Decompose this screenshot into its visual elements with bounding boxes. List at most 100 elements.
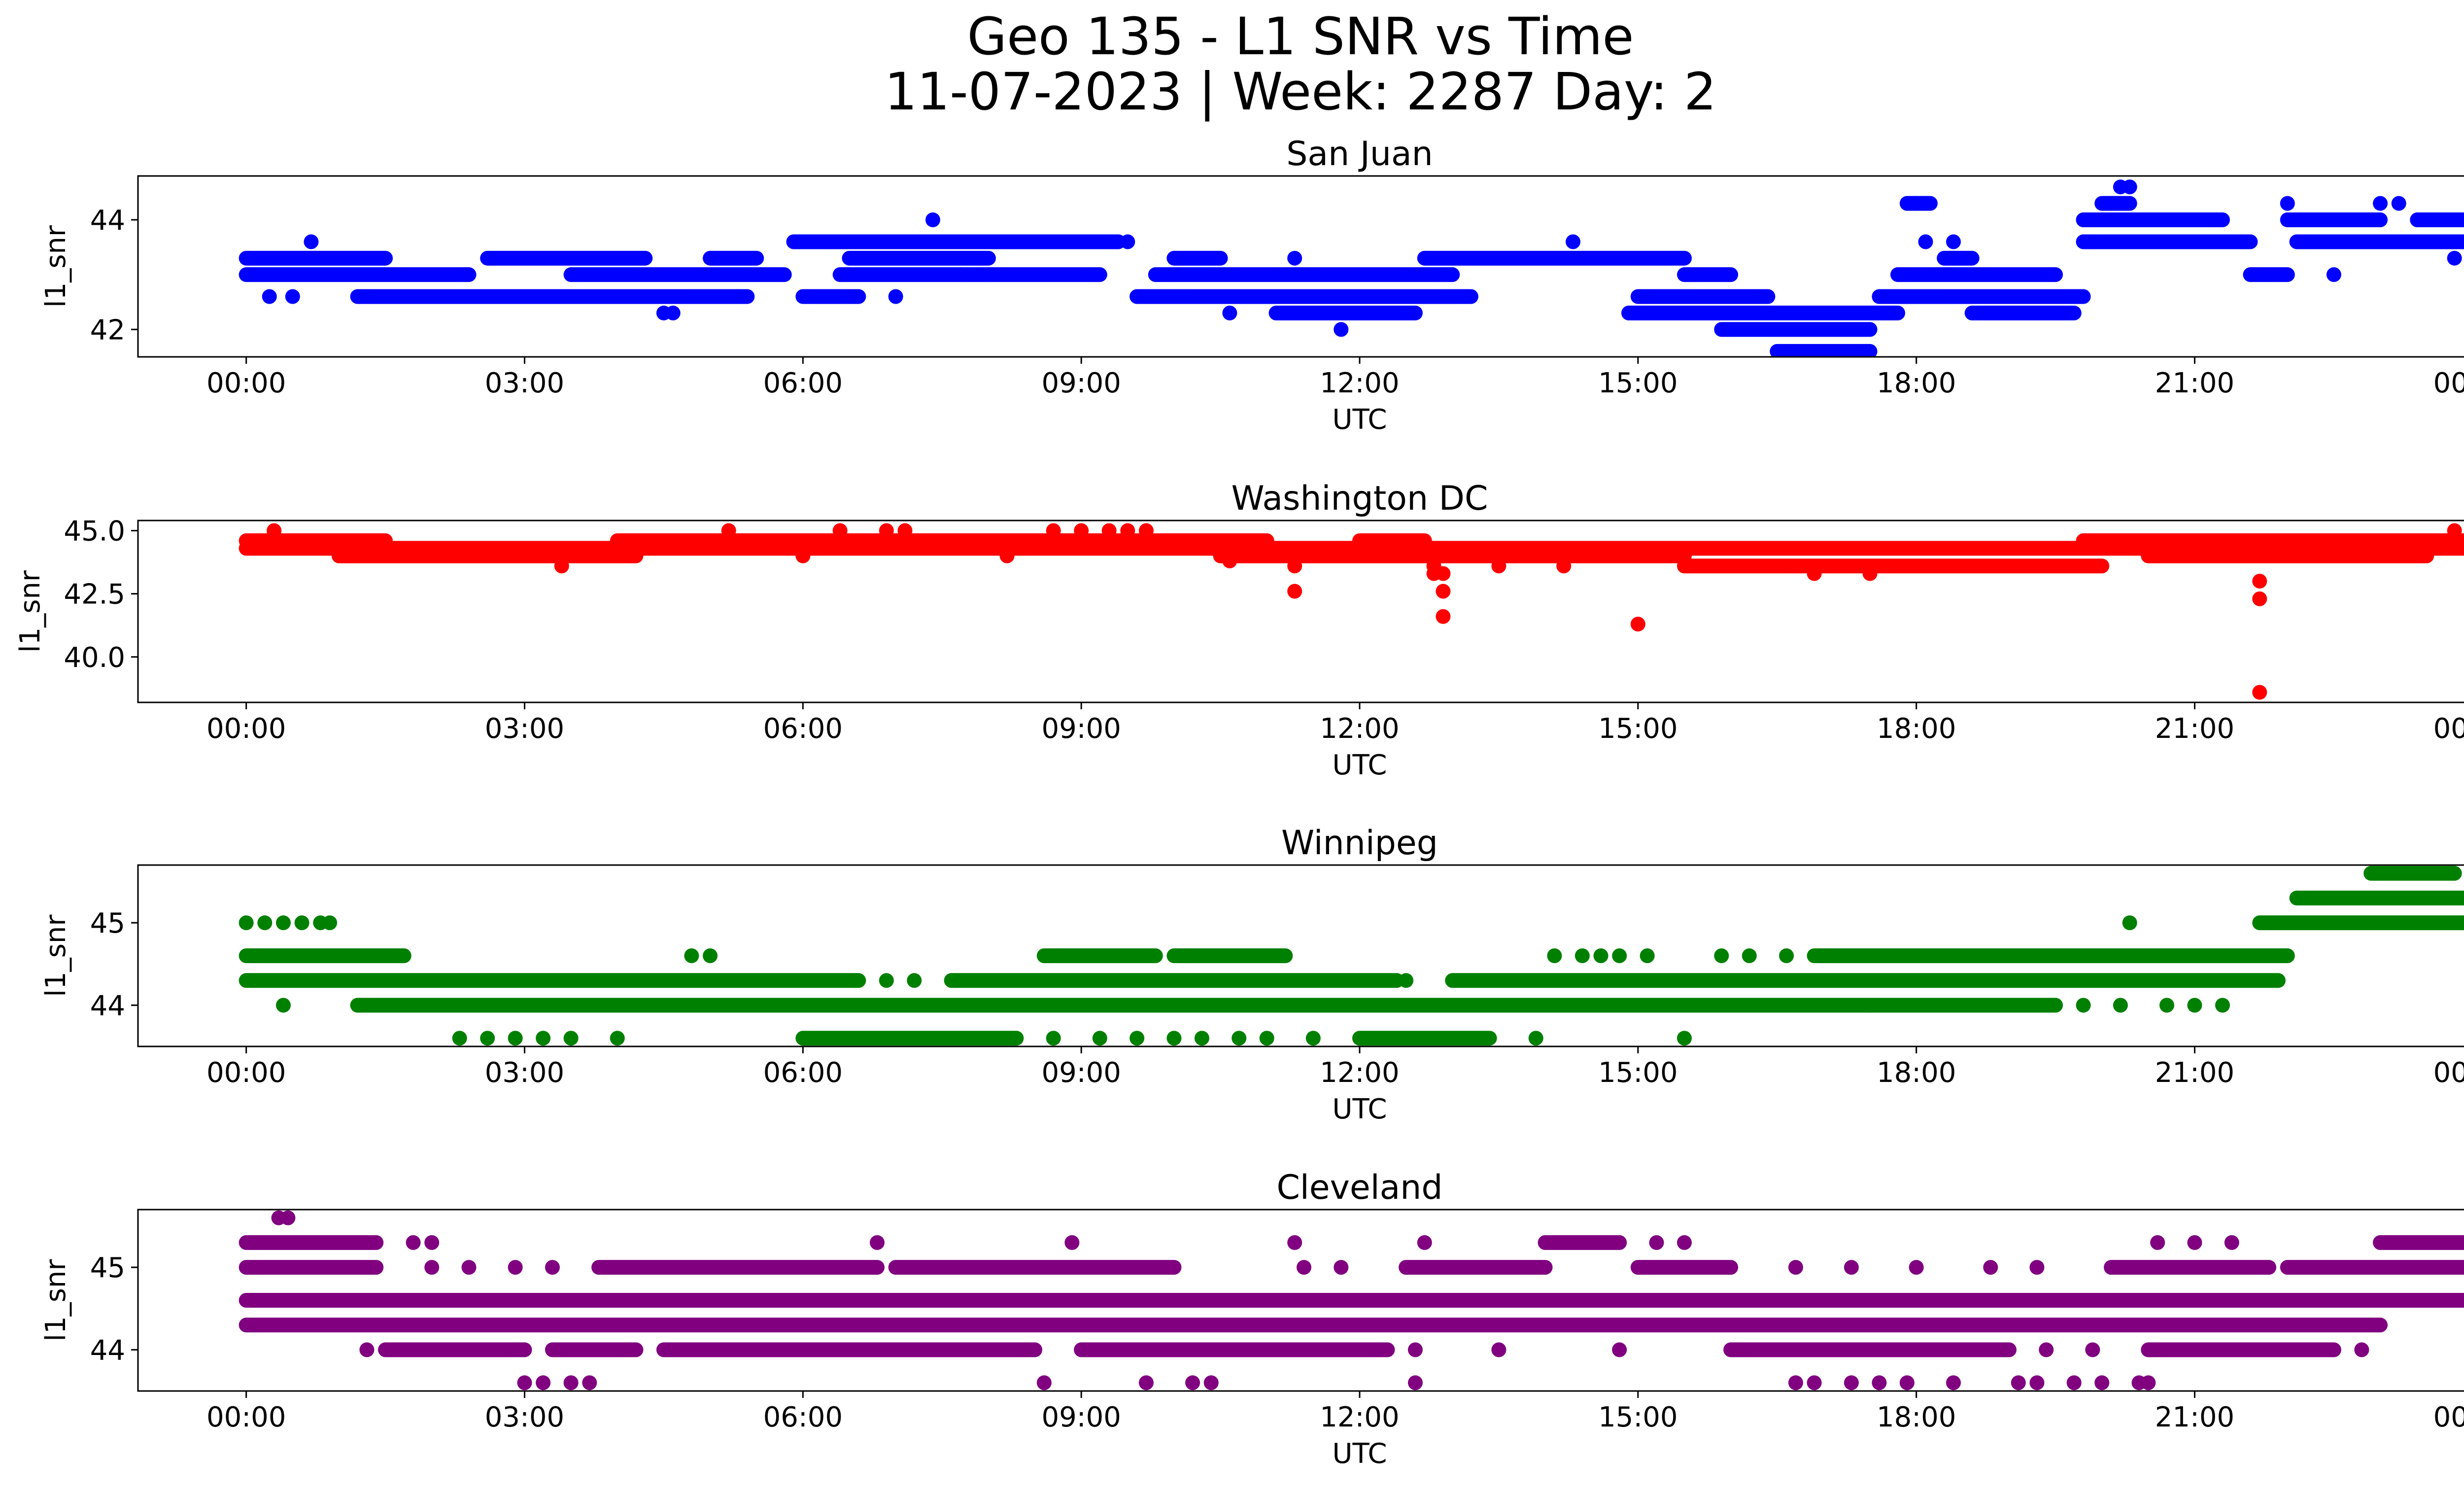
data-point [1491, 558, 1506, 574]
data-point [1677, 1031, 1692, 1046]
x-tick-label: 06:00 [763, 713, 843, 745]
x-tick-label: 21:00 [2155, 1401, 2234, 1433]
data-point [2187, 998, 2202, 1013]
data-point [1909, 196, 1924, 211]
data-point [1742, 948, 1757, 963]
x-tick-label: 12:00 [1320, 1401, 1399, 1433]
data-point [1194, 1031, 1209, 1046]
data-point [545, 1260, 560, 1275]
series-points [239, 1210, 2464, 1391]
data-point [2391, 196, 2406, 211]
y-axis-label: l1_snr [40, 1259, 72, 1342]
panel-washington-dc: Washington DC 00:00 03:00 06:00 09:00 12:00 15… [14, 479, 2464, 781]
data-point [1185, 1375, 1200, 1391]
x-tick-label: 12:00 [1320, 1057, 1399, 1089]
data-point [2029, 1260, 2045, 1275]
data-point [1046, 523, 1061, 538]
x-tick-label: 09:00 [1041, 713, 1121, 745]
data-point [285, 289, 300, 304]
y-axis-label: l1_snr [40, 225, 72, 308]
data-point [1417, 1235, 1432, 1250]
x-tick-label: 15:00 [1598, 1057, 1677, 1089]
data-point [2011, 1375, 2026, 1391]
x-tick-label: 00:00 [2433, 367, 2464, 399]
y-tick-label: 44 [90, 990, 125, 1022]
x-axis-label: UTC [1332, 1093, 1387, 1125]
x-tick-label: 00:00 [206, 1401, 286, 1433]
data-point [1872, 1375, 1887, 1391]
data-point [1120, 234, 1135, 249]
data-point [2141, 1375, 2156, 1391]
data-point [888, 289, 903, 304]
data-point [1092, 1031, 1107, 1046]
data-point [322, 915, 338, 931]
x-tick-label: 09:00 [1041, 367, 1121, 399]
data-point [1064, 1235, 1080, 1250]
data-point [2447, 523, 2462, 538]
x-tick-label: 15:00 [1598, 1401, 1677, 1433]
data-point [2410, 212, 2425, 227]
data-point [665, 306, 681, 321]
data-point [1574, 948, 1590, 963]
data-point [1528, 1031, 1543, 1046]
data-point [2113, 998, 2128, 1013]
x-tick-label: 18:00 [1877, 367, 1956, 399]
data-point [424, 1235, 440, 1250]
data-point [2224, 1235, 2239, 1250]
x-tick-label: 00:00 [206, 367, 286, 399]
data-point [2354, 1342, 2369, 1357]
data-point [461, 1260, 477, 1275]
data-point [1129, 1031, 1145, 1046]
x-tick-label: 15:00 [1598, 367, 1677, 399]
data-point [1779, 948, 1794, 963]
data-point [2280, 196, 2295, 211]
data-point [1297, 1260, 1312, 1275]
data-point [1138, 523, 1154, 538]
x-tick-label: 03:00 [485, 1057, 564, 1089]
series-points [239, 523, 2464, 700]
data-point [582, 1375, 597, 1391]
x-tick-label: 03:00 [485, 713, 564, 745]
data-point [1287, 250, 1302, 266]
data-point [2159, 998, 2175, 1013]
data-point [721, 523, 736, 538]
data-point [275, 915, 291, 931]
data-point [275, 998, 291, 1013]
data-point [1407, 1342, 1423, 1357]
data-point [2373, 196, 2388, 211]
y-tick-label: 40.0 [64, 642, 125, 674]
data-point [1788, 1375, 1803, 1391]
data-point [2085, 1342, 2100, 1357]
x-tick-label: 00:00 [206, 1057, 286, 1089]
x-tick-label: 18:00 [1877, 1057, 1956, 1089]
data-point [2326, 267, 2341, 282]
data-point [1788, 1260, 1803, 1275]
x-tick-label: 03:00 [485, 1401, 564, 1433]
y-axis-label: l1_snr [14, 570, 46, 653]
data-point [257, 915, 273, 931]
data-point [517, 1375, 532, 1391]
data-point [480, 1031, 495, 1046]
data-point [1593, 948, 1608, 963]
data-point [2447, 250, 2462, 266]
y-tick-label: 42 [90, 314, 125, 346]
data-point [1946, 250, 1961, 266]
data-point [563, 1031, 579, 1046]
data-point [684, 948, 699, 963]
data-point [953, 267, 968, 282]
data-point [1101, 523, 1117, 538]
x-tick-label: 21:00 [2155, 1057, 2234, 1089]
data-point [1166, 1031, 1182, 1046]
data-point [452, 1031, 467, 1046]
series-points [239, 866, 2464, 1046]
data-point [1714, 948, 1729, 963]
x-tick-label: 21:00 [2155, 367, 2234, 399]
data-point [2150, 1235, 2165, 1250]
data-point [2187, 1235, 2202, 1250]
figure-title-line1: Geo 135 - L1 SNR vs Time [967, 6, 1634, 67]
data-point [2122, 915, 2137, 931]
data-point [1138, 1375, 1154, 1391]
data-point [879, 973, 894, 988]
data-point [1844, 1260, 1859, 1275]
y-tick-label: 45 [90, 1252, 125, 1284]
